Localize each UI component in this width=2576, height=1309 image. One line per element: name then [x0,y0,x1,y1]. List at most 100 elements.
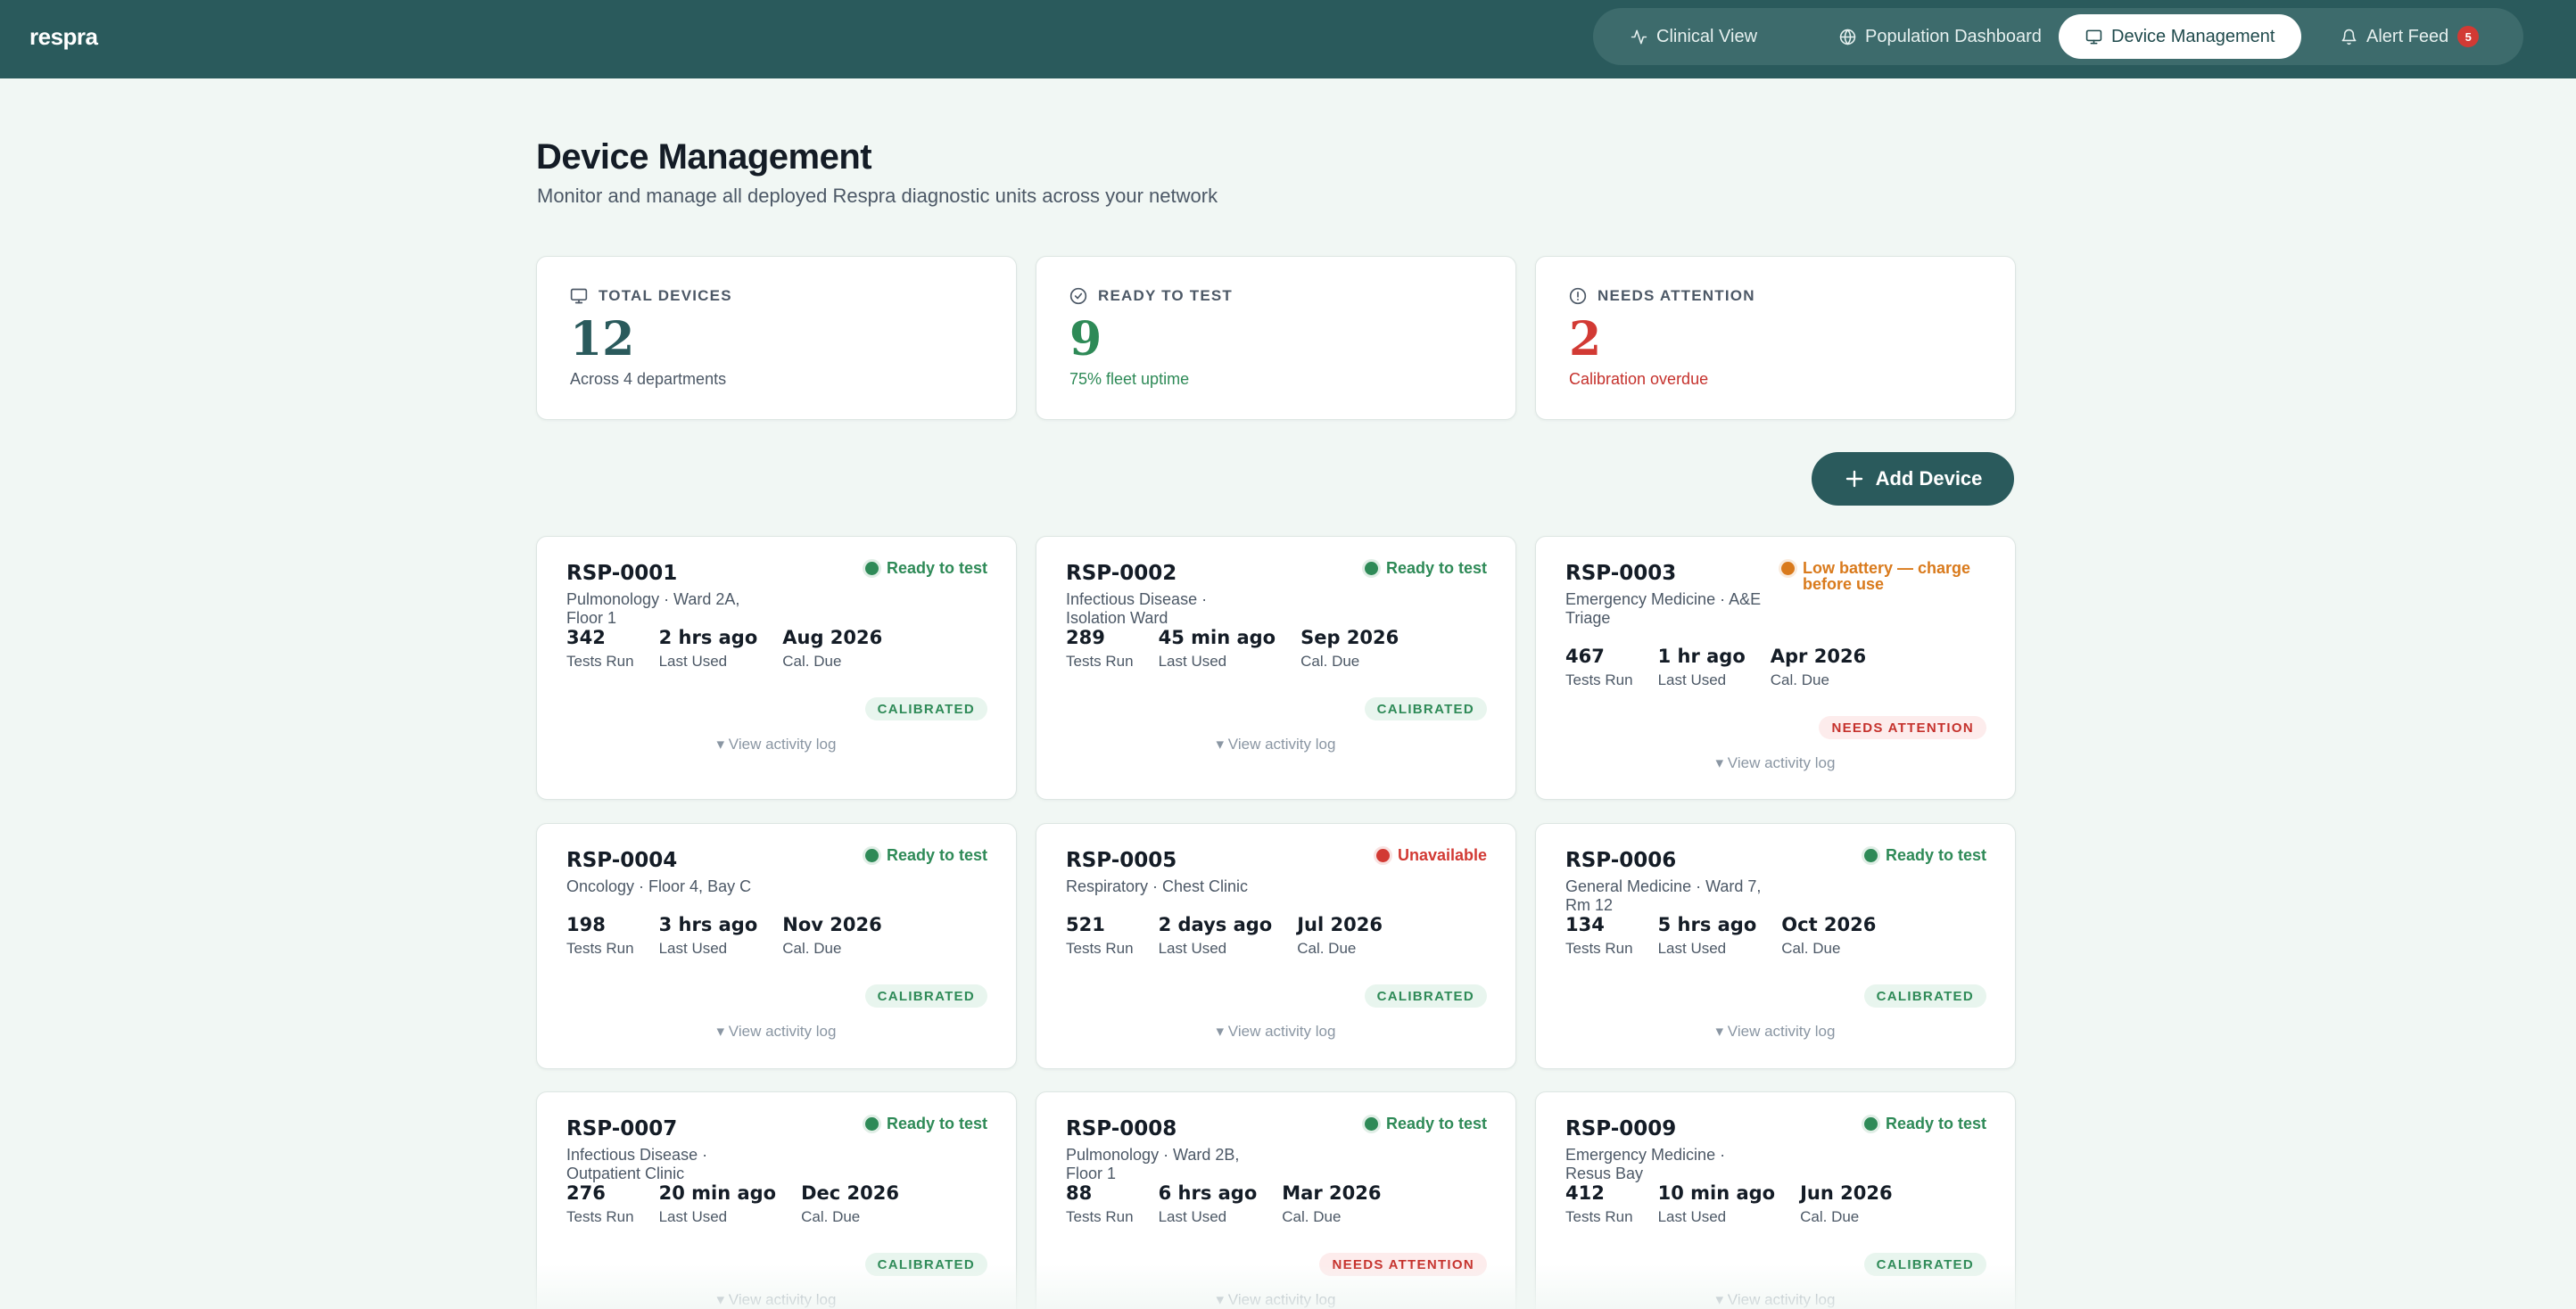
metric-cal-due: Aug 2026 Cal. Due [782,627,882,671]
metric-tests-run: 342 Tests Run [566,627,634,671]
metric-value: 412 [1565,1182,1605,1204]
view-activity-log-link[interactable]: ▾ View activity log [716,1023,837,1040]
top-bar: respra Clinical View Population Dashboar… [0,0,2576,78]
device-status: Low battery — charge before use [1781,560,1986,592]
metric-cal-due: Jul 2026 Cal. Due [1297,914,1383,958]
monitor-icon [2085,29,2102,44]
device-id: RSP-0003 [1565,562,1677,585]
metric-label: Last Used [1158,940,1227,957]
status-dot [1863,1117,1878,1131]
nav-item-label: Clinical View [1656,26,1758,46]
metric-value: 134 [1565,914,1605,935]
device-id: RSP-0005 [1066,849,1177,872]
page-subtitle: Monitor and manage all deployed Respra d… [537,185,1218,207]
metric-label: Cal. Due [1770,671,1829,688]
calibration-badge: CALIBRATED [864,984,987,1008]
device-card[interactable]: RSP-0005 Respiratory · Chest Clinic Unavai… [1036,823,1516,1069]
device-card[interactable]: RSP-0006 General Medicine · Ward 7, Rm 12… [1535,823,2016,1069]
nav-item-label: Alert Feed [2366,26,2449,46]
device-status: Ready to test [1364,560,1487,576]
calibration-badge: NEEDS ATTENTION [1319,1253,1487,1276]
metric-label: Tests Run [1565,940,1633,957]
metric-label: Cal. Due [1300,653,1360,670]
stat-subtext: Calibration overdue [1569,370,1709,388]
monitor-icon [570,288,588,304]
metric-label: Cal. Due [1297,940,1357,957]
device-card[interactable]: RSP-0002 Infectious Disease · Isolation W… [1036,536,1516,800]
metric-value: Sep 2026 [1300,627,1399,648]
metric-last-used: 45 min ago Last Used [1159,627,1276,671]
stat-label: READY TO TEST [1098,287,1233,304]
calibration-badge: CALIBRATED [864,1253,987,1276]
metric-label: Tests Run [1066,1208,1134,1225]
device-card[interactable]: RSP-0008 Pulmonology · Ward 2B, Floor 1 Re… [1036,1091,1516,1309]
device-status: Ready to test [1364,1116,1487,1132]
view-activity-log-link[interactable]: ▾ View activity log [1715,1291,1836,1308]
metric-value: Nov 2026 [782,914,882,935]
metric-value: 2 hrs ago [658,627,758,648]
calibration-badge: CALIBRATED [864,697,987,720]
device-metrics: 276 Tests Run 20 min ago Last Used Dec 2026 C… [566,1182,924,1226]
device-card[interactable]: RSP-0003 Emergency Medicine · A&E Triage L… [1535,536,2016,800]
metric-tests-run: 198 Tests Run [566,914,634,958]
alert-circle-icon [1569,287,1587,305]
plus-icon [1845,470,1862,488]
metric-value: 342 [566,627,606,648]
metric-value: Mar 2026 [1282,1182,1382,1204]
device-status-label: Low battery — charge before use [1803,559,1971,593]
metric-label: Cal. Due [782,653,842,670]
metric-label: Tests Run [566,653,634,670]
metric-label: Last Used [658,653,728,670]
nav-item-clinical-view[interactable]: Clinical View [1604,14,1784,59]
device-location: Emergency Medicine · Resus Bay [1565,1146,1726,1182]
add-device-button[interactable]: Add Device [1812,452,2014,506]
metric-tests-run: 289 Tests Run [1066,627,1134,671]
metric-cal-due: Mar 2026 Cal. Due [1282,1182,1381,1226]
stat-value: 12 [570,312,635,366]
check-circle-icon [1069,287,1087,305]
calibration-badge: CALIBRATED [1863,984,1986,1008]
view-activity-log-link[interactable]: ▾ View activity log [716,736,837,753]
device-metrics: 521 Tests Run 2 days ago Last Used Jul 2026 C… [1066,914,1408,958]
device-status: Ready to test [864,1116,987,1132]
nav-item-alert-feed[interactable]: Alert Feed 5 [2314,14,2506,59]
stat-card-total-devices: TOTAL DEVICES 12 Across 4 departments [536,256,1017,420]
stat-subtext: Across 4 departments [570,370,727,388]
metric-label: Last Used [658,940,728,957]
device-status-label: Ready to test [886,559,987,577]
device-card[interactable]: RSP-0007 Infectious Disease · Outpatient … [536,1091,1017,1309]
device-card[interactable]: RSP-0009 Emergency Medicine · Resus Bay Re… [1535,1091,2016,1309]
metric-last-used: 6 hrs ago Last Used [1159,1182,1258,1226]
nav-item-population-dashboard[interactable]: Population Dashboard [1812,14,2068,59]
stat-card-needs-attention: NEEDS ATTENTION 2 Calibration overdue [1535,256,2016,420]
nav-item-device-management[interactable]: Device Management [2059,14,2302,59]
view-activity-log-link[interactable]: ▾ View activity log [1715,754,1836,771]
metric-label: Tests Run [1565,1208,1633,1225]
view-activity-log-link[interactable]: ▾ View activity log [716,1291,837,1308]
device-metrics: 88 Tests Run 6 hrs ago Last Used Mar 2026 Cal… [1066,1182,1406,1226]
metric-label: Tests Run [1066,653,1134,670]
metric-value: 5 hrs ago [1657,914,1757,935]
metric-tests-run: 521 Tests Run [1066,914,1134,958]
device-card[interactable]: RSP-0001 Pulmonology · Ward 2A, Floor 1 Re… [536,536,1017,800]
metric-last-used: 10 min ago Last Used [1658,1182,1776,1226]
status-dot [1375,849,1390,862]
view-activity-log-link[interactable]: ▾ View activity log [1216,1291,1336,1308]
brand-logo[interactable]: respra [29,23,98,50]
metric-cal-due: Sep 2026 Cal. Due [1300,627,1399,671]
nav-item-label: Population Dashboard [1865,26,2042,46]
view-activity-log-link[interactable]: ▾ View activity log [1216,1023,1336,1040]
stat-subtext: 75% fleet uptime [1069,370,1190,388]
metric-label: Cal. Due [782,940,842,957]
device-status: Ready to test [1863,1116,1986,1132]
view-activity-log-link[interactable]: ▾ View activity log [1216,736,1336,753]
metric-last-used: 5 hrs ago Last Used [1658,914,1757,958]
view-activity-log-link[interactable]: ▾ View activity log [1715,1023,1836,1040]
device-id: RSP-0009 [1565,1117,1677,1140]
device-card[interactable]: RSP-0004 Oncology · Floor 4, Bay C Ready t… [536,823,1017,1069]
device-location: Pulmonology · Ward 2B, Floor 1 [1066,1146,1240,1182]
metric-value: 3 hrs ago [658,914,758,935]
metric-value: 10 min ago [1657,1182,1776,1204]
device-id: RSP-0001 [566,562,678,585]
status-dot [1781,562,1795,575]
